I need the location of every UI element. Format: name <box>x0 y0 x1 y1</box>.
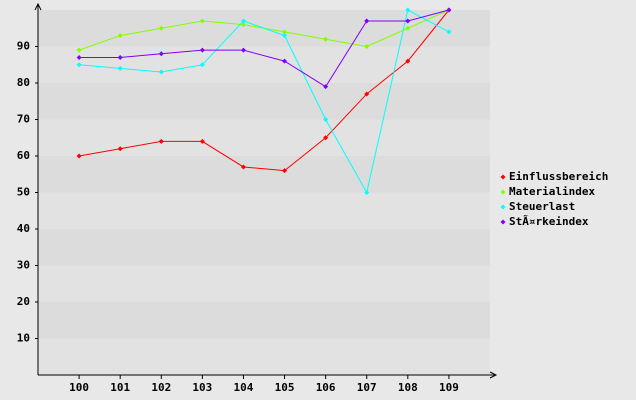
grid-band <box>38 46 490 83</box>
point-marker <box>446 29 452 35</box>
series-line <box>79 9 450 88</box>
x-axis-arrow <box>489 371 498 379</box>
point-marker <box>323 36 329 42</box>
point-marker <box>405 58 411 64</box>
series-line <box>79 9 450 172</box>
point-marker <box>158 138 164 144</box>
point-marker <box>405 18 411 24</box>
point-marker <box>158 69 164 75</box>
point-marker <box>240 47 246 53</box>
x-tick-label: 100 <box>69 381 89 394</box>
point-marker <box>405 7 411 13</box>
point-marker <box>282 29 288 35</box>
legend-label: Einflussbereich <box>509 170 608 183</box>
grid-band <box>38 265 490 302</box>
grid-band <box>38 338 490 375</box>
point-marker <box>405 25 411 31</box>
point-marker <box>76 62 82 68</box>
y-tick-label: 40 <box>17 222 30 235</box>
grid-band <box>38 302 490 339</box>
point-marker <box>282 168 288 174</box>
point-marker <box>240 18 246 24</box>
point-marker <box>199 18 205 24</box>
x-tick-label: 101 <box>110 381 130 394</box>
point-marker <box>76 153 82 159</box>
point-marker <box>76 54 82 60</box>
series-line <box>79 9 450 194</box>
grid-band <box>38 229 490 266</box>
legend-label: Materialindex <box>509 185 595 198</box>
y-tick-label: 30 <box>17 259 30 272</box>
x-tick-label: 102 <box>151 381 171 394</box>
x-tick-label: 105 <box>275 381 295 394</box>
point-marker <box>240 164 246 170</box>
x-tick-label: 108 <box>398 381 418 394</box>
point-marker <box>158 51 164 57</box>
point-marker <box>117 33 123 39</box>
point-marker <box>282 58 288 64</box>
y-tick-label: 60 <box>17 149 30 162</box>
point-marker <box>117 146 123 152</box>
point-marker <box>364 190 370 195</box>
legend-marker <box>500 174 506 180</box>
x-tick-label: 104 <box>234 381 254 394</box>
point-marker <box>446 7 452 13</box>
y-tick-label: 10 <box>17 332 30 345</box>
grid-band <box>38 83 490 120</box>
point-marker <box>117 54 123 60</box>
x-tick-label: 103 <box>192 381 212 394</box>
point-marker <box>364 44 370 49</box>
x-tick-label: 107 <box>357 381 377 394</box>
point-marker <box>117 65 123 71</box>
grid-band <box>38 156 490 193</box>
grid-band <box>38 192 490 229</box>
legend-label: Steuerlast <box>509 200 575 213</box>
legend-marker <box>500 219 506 225</box>
y-axis-arrow <box>34 2 42 11</box>
y-tick-label: 70 <box>17 113 30 126</box>
point-marker <box>282 33 288 39</box>
point-marker <box>199 138 205 144</box>
point-marker <box>364 18 370 24</box>
point-marker <box>323 135 329 141</box>
point-marker <box>323 117 329 122</box>
point-marker <box>199 47 205 53</box>
grid-band <box>38 119 490 156</box>
legend-marker <box>500 204 506 210</box>
legend-marker <box>500 189 506 195</box>
y-tick-label: 90 <box>17 40 30 53</box>
y-tick-label: 20 <box>17 295 30 308</box>
point-marker <box>158 25 164 31</box>
x-tick-label: 106 <box>316 381 336 394</box>
y-tick-label: 80 <box>17 76 30 89</box>
point-marker <box>76 47 82 53</box>
point-marker <box>364 91 370 97</box>
point-marker <box>240 22 246 28</box>
x-tick-label: 109 <box>439 381 459 394</box>
legend-label: StÃ¤rkeindex <box>509 215 589 228</box>
y-tick-label: 50 <box>17 186 30 199</box>
point-marker <box>323 84 329 90</box>
point-marker <box>199 62 205 68</box>
